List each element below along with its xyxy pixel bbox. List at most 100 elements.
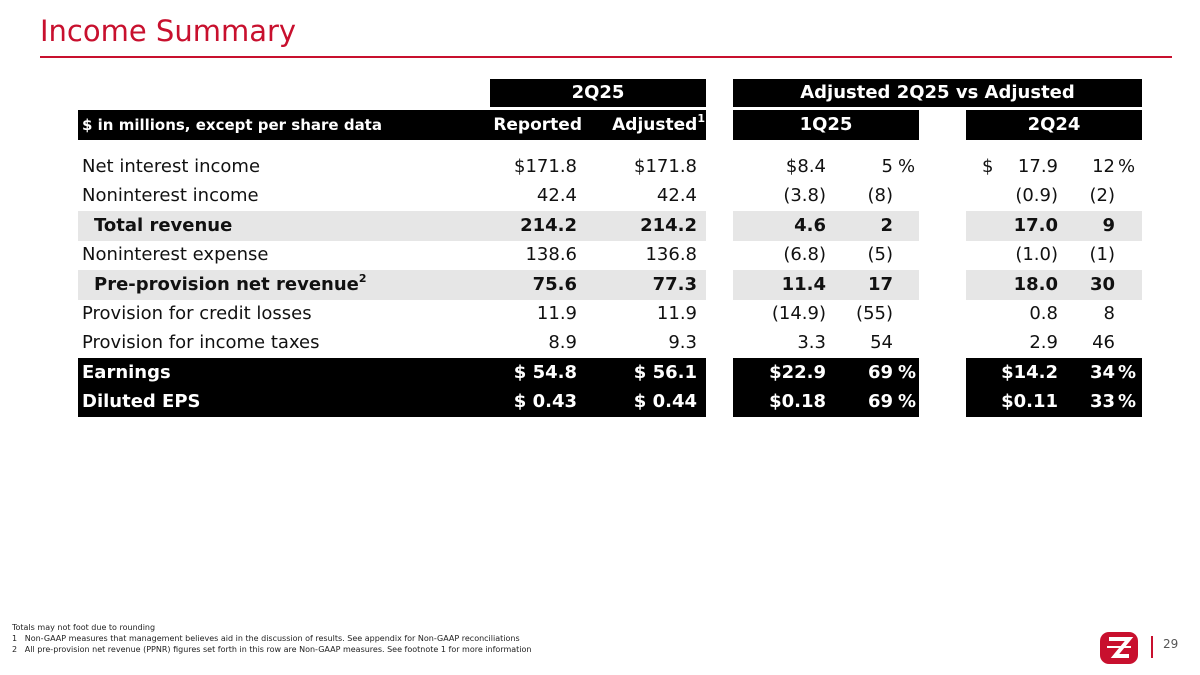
header-1q25: 1Q25 xyxy=(733,110,919,140)
q2-change-pct: 33 xyxy=(1089,391,1115,412)
row-label: Provision for income taxes xyxy=(78,328,498,358)
adjusted-value: 77.3 xyxy=(652,274,697,295)
adjusted-value: 136.8 xyxy=(645,244,697,265)
reported-value: 75.6 xyxy=(532,274,577,295)
adjusted-value: $171.8 xyxy=(634,156,697,177)
q2-pct-sign xyxy=(1118,328,1140,358)
reported-value: 42.4 xyxy=(536,185,577,206)
header-1q25-text: 1Q25 xyxy=(799,114,853,135)
footnote-2: 2 All pre-provision net revenue (PPNR) f… xyxy=(12,645,532,654)
row-label-text: Pre-provision net revenue xyxy=(94,274,359,295)
footnote-rounding: Totals may not foot due to rounding xyxy=(12,623,156,632)
header-reported: Reported xyxy=(493,115,582,135)
row-band xyxy=(78,387,706,417)
q1-change-value: $8.4 xyxy=(785,156,826,177)
q1-change-pct: 69 xyxy=(867,362,893,383)
logo-divider xyxy=(1151,636,1153,658)
title-divider xyxy=(40,56,1172,58)
adjusted-value: 9.3 xyxy=(668,332,697,353)
row-label: Net interest income xyxy=(78,152,498,182)
q2-change-pct: (2) xyxy=(1089,185,1116,206)
row-label-text: Diluted EPS xyxy=(82,391,201,412)
q1-change-pct: 69 xyxy=(867,391,893,412)
row-band xyxy=(733,358,919,388)
row-label: Diluted EPS xyxy=(78,387,498,417)
q2-pct-sign: % xyxy=(1118,391,1137,412)
q2-change-value: 2.9 xyxy=(1029,332,1058,353)
q1-pct-sign xyxy=(898,299,918,329)
q1-change-pct: 17 xyxy=(867,274,893,295)
header-2q24-text: 2Q24 xyxy=(1027,114,1081,135)
adjusted-value: $ 0.44 xyxy=(633,391,697,412)
row-band xyxy=(733,387,919,417)
q2-change-pct: 8 xyxy=(1103,303,1115,324)
q2-change-value: $14.2 xyxy=(1001,362,1058,383)
row-label-text: Total revenue xyxy=(94,215,233,236)
row-label: Earnings xyxy=(78,358,498,388)
reported-value: 214.2 xyxy=(520,215,577,236)
q2-change-value: (1.0) xyxy=(1015,244,1058,265)
q2-pct-sign: % xyxy=(1118,362,1137,383)
page-title: Income Summary xyxy=(40,14,297,48)
q2-change-value: $0.11 xyxy=(1001,391,1058,412)
row-label: Pre-provision net revenue2 xyxy=(78,270,498,300)
q2-change-value: 18.0 xyxy=(1013,274,1058,295)
q2-pct-sign xyxy=(1118,181,1140,211)
q2-change-pct: 46 xyxy=(1092,332,1115,353)
q1-change-pct: (55) xyxy=(856,303,893,324)
header-comparison: Adjusted 2Q25 vs Adjusted xyxy=(733,79,1142,107)
q1-pct-sign: % xyxy=(898,391,917,412)
reported-value: $ 0.43 xyxy=(513,391,577,412)
header-2q24: 2Q24 xyxy=(966,110,1142,140)
q1-change-value: $22.9 xyxy=(769,362,826,383)
q2-change-value: (0.9) xyxy=(1015,185,1058,206)
q1-pct-sign xyxy=(898,181,918,211)
q1-pct-sign xyxy=(898,211,918,241)
header-units: $ in millions, except per share data xyxy=(78,110,706,140)
q1-change-value: (3.8) xyxy=(783,185,826,206)
row-band xyxy=(78,358,706,388)
q2-change-pct: 34 xyxy=(1089,362,1115,383)
page-number: 29 xyxy=(1163,637,1179,651)
q1-change-value: (6.8) xyxy=(783,244,826,265)
q2-prefix: $ xyxy=(982,156,994,177)
row-label-text: Noninterest income xyxy=(82,185,259,206)
footnotes: Totals may not foot due to rounding 1 No… xyxy=(12,622,531,655)
q1-pct-sign xyxy=(898,270,918,300)
q1-change-pct: (5) xyxy=(867,244,894,265)
adjusted-value: $ 56.1 xyxy=(633,362,697,383)
reported-value: 138.6 xyxy=(525,244,577,265)
q2-change-pct: 12 xyxy=(1092,156,1115,177)
reported-value: 11.9 xyxy=(536,303,577,324)
row-label-text: Noninterest expense xyxy=(82,244,269,265)
zions-logo-icon xyxy=(1100,632,1138,664)
row-label: Provision for credit losses xyxy=(78,299,498,329)
q1-pct-sign: % xyxy=(898,362,917,383)
row-band xyxy=(966,211,1142,241)
q1-change-value: (14.9) xyxy=(771,303,826,324)
header-adjusted: Adjusted1 xyxy=(590,110,705,140)
row-band xyxy=(733,211,919,241)
row-label-text: Net interest income xyxy=(82,156,261,177)
q2-change-pct: 9 xyxy=(1102,215,1115,236)
row-label-text: Provision for income taxes xyxy=(82,332,320,353)
row-label-text: Provision for credit losses xyxy=(82,303,312,324)
adjusted-value: 214.2 xyxy=(640,215,697,236)
q2-pct-sign xyxy=(1118,211,1140,241)
q1-change-value: 3.3 xyxy=(797,332,826,353)
q2-change-value: 17.0 xyxy=(1013,215,1058,236)
q1-change-value: $0.18 xyxy=(769,391,826,412)
q2-change-value: 0.8 xyxy=(1029,303,1058,324)
row-band xyxy=(966,270,1142,300)
row-label: Total revenue xyxy=(78,211,498,241)
q1-pct-sign xyxy=(898,328,918,358)
footnote-ref-2: 2 xyxy=(358,272,367,285)
adjusted-value: 42.4 xyxy=(656,185,697,206)
footnote-ref-1: 1 xyxy=(697,112,705,126)
header-units-text: $ in millions, except per share data xyxy=(82,116,382,134)
footnote-1: 1 Non-GAAP measures that management beli… xyxy=(12,634,520,643)
q1-pct-sign xyxy=(898,240,918,270)
q1-change-value: 11.4 xyxy=(781,274,826,295)
q1-change-pct: 54 xyxy=(870,332,893,353)
row-band xyxy=(78,270,706,300)
